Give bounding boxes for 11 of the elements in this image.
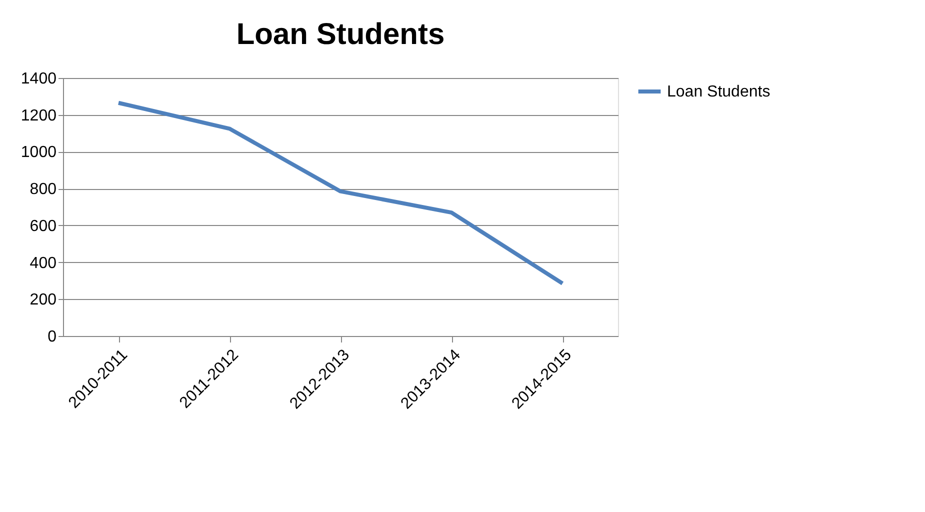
y-tick-label: 400 <box>30 254 57 272</box>
y-tick-label: 600 <box>30 218 57 235</box>
y-tick-label: 800 <box>30 181 57 198</box>
line-series <box>116 100 564 286</box>
legend-label: Loan Students <box>667 84 770 100</box>
y-tick-label: 1200 <box>20 107 57 124</box>
chart-title: Loan Students <box>236 18 445 51</box>
y-tick-label: 1400 <box>20 70 57 88</box>
y-tick-label: 200 <box>30 292 57 309</box>
y-tick-label: 1000 <box>20 144 57 162</box>
y-tick-label: 0 <box>48 328 57 346</box>
